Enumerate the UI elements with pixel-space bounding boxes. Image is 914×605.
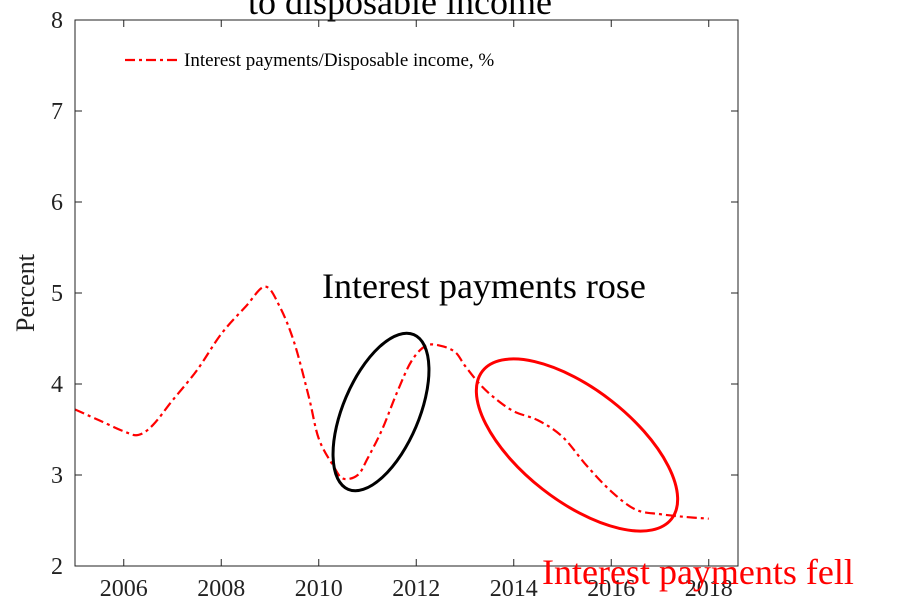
x-tick-label: 2018 — [685, 576, 733, 602]
y-tick-label: 5 — [51, 281, 63, 307]
x-tick-label: 2012 — [392, 576, 440, 602]
chart-title: to disposable income — [248, 0, 552, 22]
annotation-rose-ellipse — [331, 331, 431, 493]
x-tick-label: 2016 — [587, 576, 635, 602]
y-tick-label: 2 — [51, 554, 63, 580]
legend: Interest payments/Disposable income, % — [125, 50, 494, 71]
y-tick-label: 3 — [51, 463, 63, 489]
annotation-fell-group: Interest payments fell — [474, 357, 854, 592]
y-tick-label: 6 — [51, 190, 63, 216]
x-tick-label: 2006 — [100, 576, 148, 602]
x-tick-label: 2010 — [295, 576, 343, 602]
y-tick-label: 4 — [51, 372, 63, 398]
annotation-rose-group: Interest payments rose — [322, 266, 646, 493]
plot-data-layer — [75, 285, 709, 520]
annotation-rose-label: Interest payments rose — [322, 266, 646, 306]
x-tick-label: 2008 — [197, 576, 245, 602]
annotation-fell-ellipse — [474, 357, 680, 533]
series-line-interest-payments — [75, 285, 709, 520]
y-axis-title: Percent — [11, 253, 40, 332]
x-axis: 2006 2008 2010 2012 2014 2016 2018 — [100, 20, 733, 602]
y-tick-label: 7 — [51, 99, 63, 125]
y-tick-label: 8 — [51, 8, 63, 34]
y-axis: 2 3 4 5 6 7 8 — [51, 8, 738, 580]
legend-entry-label: Interest payments/Disposable income, % — [184, 50, 494, 71]
annotation-fell-label: Interest payments fell — [542, 552, 854, 592]
x-tick-label: 2014 — [490, 576, 538, 602]
